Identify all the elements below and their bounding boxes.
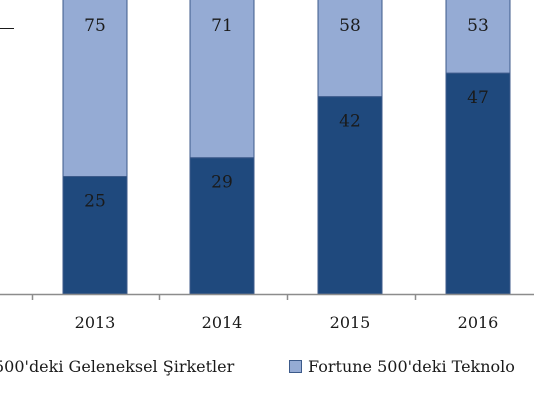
data-label-tech-2015: 58 — [339, 16, 361, 36]
bar-traditional-2013 — [62, 176, 128, 295]
data-label-tech-2013: 75 — [84, 16, 106, 36]
bar-tech-2016 — [445, 0, 511, 74]
legend-label-traditional: 500'deki Geleneksel Şirketler — [0, 357, 235, 376]
legend-item-traditional: 500'deki Geleneksel Şirketler — [0, 357, 234, 376]
bar-tech-2014 — [189, 0, 255, 159]
data-label-tech-2014: 71 — [211, 16, 233, 36]
bar-traditional-2015 — [317, 96, 383, 295]
x-tick-label-2014: 2014 — [202, 313, 243, 332]
data-label-traditional-2014: 29 — [211, 173, 233, 193]
x-tick-label-2013: 2013 — [75, 313, 116, 332]
data-label-traditional-2013: 25 — [84, 192, 106, 212]
x-tick-label-2015: 2015 — [330, 313, 371, 332]
x-tick-label-2016: 2016 — [458, 313, 499, 332]
data-label-tech-2016: 53 — [467, 16, 489, 36]
bar-tech-2013 — [62, 0, 128, 177]
data-label-traditional-2015: 42 — [339, 112, 361, 132]
data-labels-group: 25 75 2013 29 71 2014 42 58 2015 47 53 2016 — [75, 16, 499, 332]
legend-label-tech: Fortune 500'deki Teknolo — [308, 357, 515, 376]
legend-item-tech: Fortune 500'deki Teknolo — [289, 357, 515, 376]
bars-group — [62, 0, 511, 295]
axis-group — [0, 28, 534, 300]
data-label-traditional-2016: 47 — [467, 88, 489, 108]
legend: 500'deki Geleneksel Şirketler Fortune 50… — [0, 357, 534, 383]
bar-tech-2015 — [317, 0, 383, 98]
legend-swatch-tech — [289, 360, 302, 373]
